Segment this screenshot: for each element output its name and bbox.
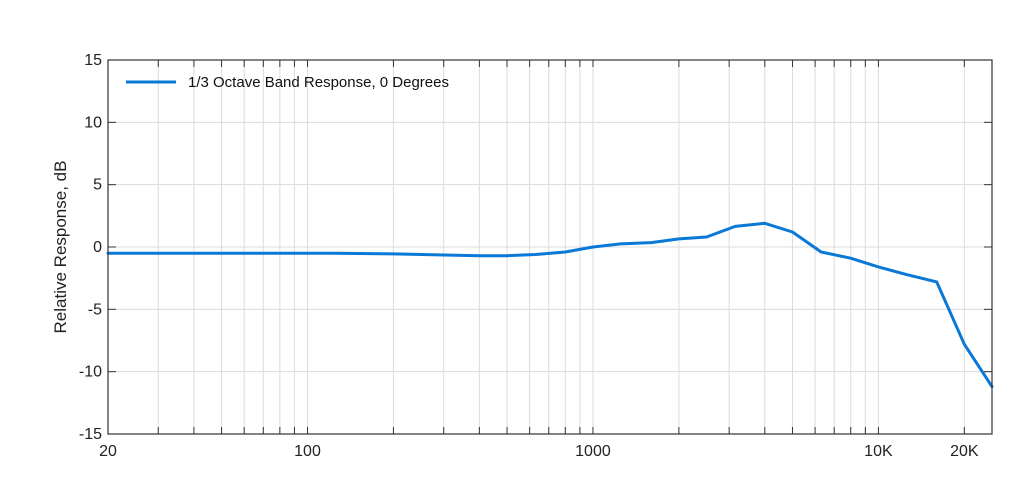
y-tick-label: -15 [79, 426, 102, 443]
x-tick-label: 1000 [575, 443, 611, 460]
x-tick-label: 10K [864, 443, 893, 460]
x-tick-label: 20K [950, 443, 979, 460]
y-tick-label: 10 [84, 114, 102, 131]
x-tick-label: 100 [294, 443, 321, 460]
legend-label: 1/3 Octave Band Response, 0 Degrees [188, 74, 449, 91]
x-tick-label: 20 [99, 443, 117, 460]
y-tick-label: -10 [79, 364, 102, 381]
series-line [106, 221, 994, 389]
axis-ticks [108, 59, 992, 435]
y-axis-title: Relative Response, dB [51, 161, 70, 334]
grid-lines [108, 60, 992, 434]
y-tick-label: 15 [84, 52, 102, 69]
y-tick-label: -5 [88, 301, 102, 318]
y-tick-label: 5 [93, 177, 102, 194]
legend: 1/3 Octave Band Response, 0 Degrees [126, 74, 449, 91]
series-layer [106, 221, 994, 389]
y-tick-label: 0 [93, 239, 102, 256]
